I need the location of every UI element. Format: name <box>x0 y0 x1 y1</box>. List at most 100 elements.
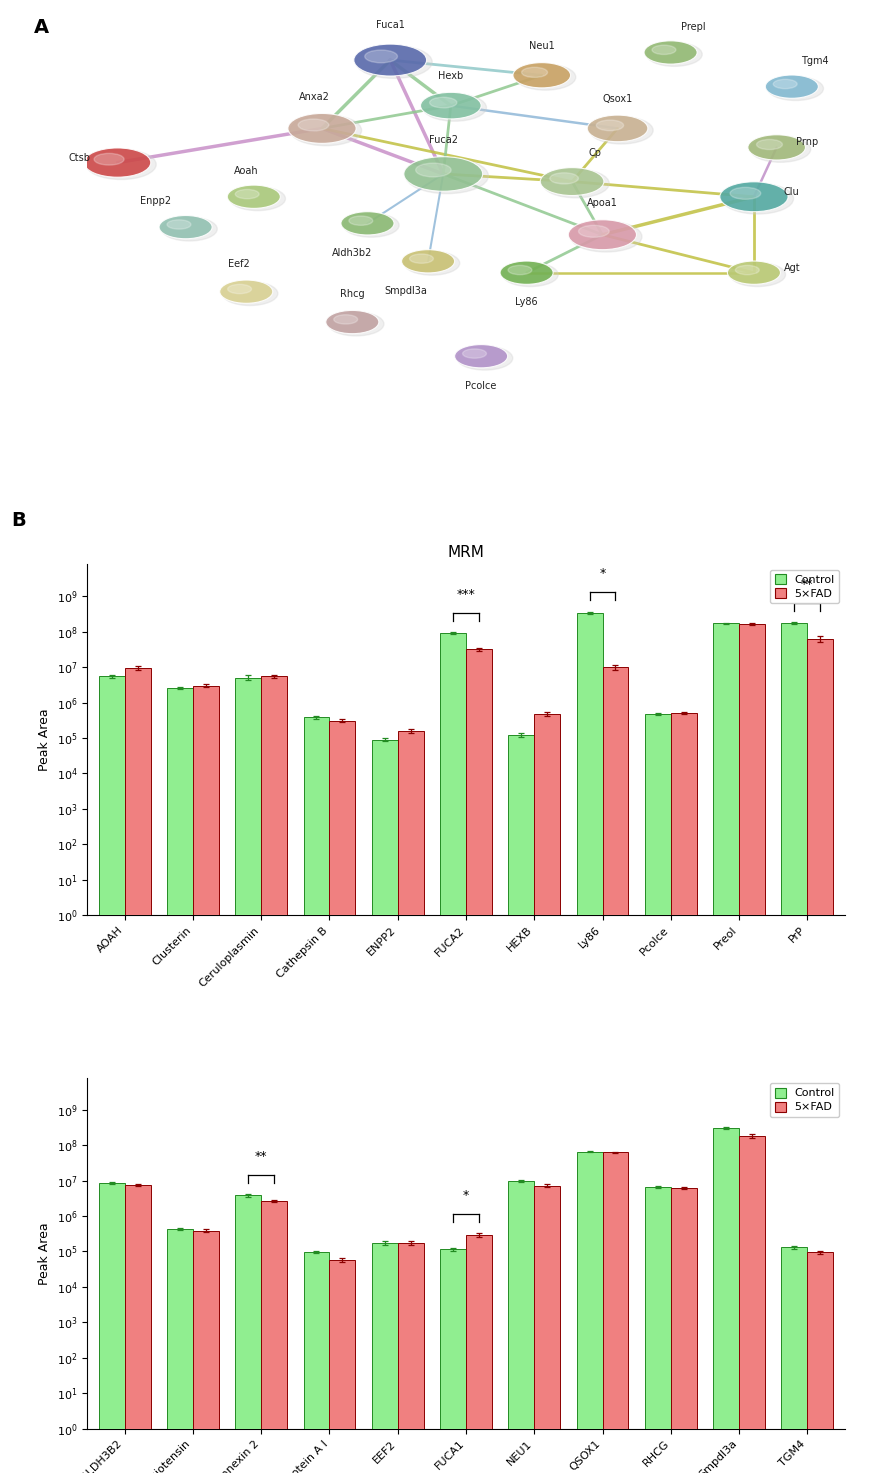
Title: MRM: MRM <box>448 545 484 560</box>
Bar <box>372 739 398 1473</box>
Ellipse shape <box>290 115 361 146</box>
Ellipse shape <box>590 116 653 144</box>
Text: Cp: Cp <box>588 147 601 158</box>
Ellipse shape <box>730 187 760 199</box>
Text: Prepl: Prepl <box>681 22 706 31</box>
Ellipse shape <box>750 137 811 162</box>
Text: Hexb: Hexb <box>438 71 463 81</box>
Bar <box>398 1243 423 1473</box>
Ellipse shape <box>719 181 788 212</box>
Bar <box>713 1128 739 1473</box>
Ellipse shape <box>341 212 394 236</box>
Bar <box>98 1183 125 1473</box>
Ellipse shape <box>406 158 489 193</box>
Text: ***: *** <box>456 588 476 601</box>
Ellipse shape <box>230 187 286 211</box>
Bar <box>509 735 534 1473</box>
Bar <box>603 667 629 1473</box>
Bar <box>372 1243 398 1473</box>
Ellipse shape <box>288 113 356 143</box>
Ellipse shape <box>94 153 124 165</box>
Bar <box>440 1249 466 1473</box>
Ellipse shape <box>773 80 797 88</box>
Legend: Control, 5×FAD: Control, 5×FAD <box>770 1083 840 1117</box>
Ellipse shape <box>500 261 553 284</box>
Ellipse shape <box>334 315 358 324</box>
Text: Qsox1: Qsox1 <box>603 94 632 103</box>
Text: Tgm4: Tgm4 <box>800 56 828 66</box>
Ellipse shape <box>503 262 558 287</box>
Ellipse shape <box>516 65 576 90</box>
Bar <box>167 1228 192 1473</box>
Ellipse shape <box>766 75 819 99</box>
Ellipse shape <box>757 140 782 150</box>
Ellipse shape <box>84 147 151 177</box>
Bar <box>192 1230 219 1473</box>
Text: Neu1: Neu1 <box>529 41 555 52</box>
Bar <box>440 633 466 1473</box>
Ellipse shape <box>354 44 427 77</box>
Text: Fuca2: Fuca2 <box>429 134 458 144</box>
Ellipse shape <box>597 121 624 131</box>
Bar <box>167 688 192 1473</box>
Ellipse shape <box>578 225 609 237</box>
Bar <box>577 1152 603 1473</box>
Text: Aldh3b2: Aldh3b2 <box>332 247 373 258</box>
Text: Anxa2: Anxa2 <box>299 91 330 102</box>
Bar <box>713 623 739 1473</box>
Ellipse shape <box>409 253 434 264</box>
Bar <box>577 613 603 1473</box>
Ellipse shape <box>513 63 571 88</box>
Bar <box>192 685 219 1473</box>
Bar <box>807 639 834 1473</box>
Ellipse shape <box>767 77 823 100</box>
Ellipse shape <box>298 119 329 131</box>
Bar <box>125 1184 151 1473</box>
Bar <box>466 1234 492 1473</box>
Ellipse shape <box>326 311 379 334</box>
Ellipse shape <box>543 169 610 197</box>
Bar <box>235 678 261 1473</box>
Text: Pcolce: Pcolce <box>465 382 496 390</box>
Ellipse shape <box>735 265 760 274</box>
Bar <box>261 676 287 1473</box>
Ellipse shape <box>730 262 786 287</box>
Ellipse shape <box>328 312 384 336</box>
Bar <box>781 623 807 1473</box>
Ellipse shape <box>222 281 278 305</box>
Ellipse shape <box>646 43 702 66</box>
Text: Clu: Clu <box>784 187 800 197</box>
Ellipse shape <box>429 97 457 108</box>
Text: Eef2: Eef2 <box>228 259 249 270</box>
Y-axis label: Peak Area: Peak Area <box>38 1223 51 1284</box>
Ellipse shape <box>227 186 280 208</box>
Ellipse shape <box>652 46 676 55</box>
Ellipse shape <box>235 190 259 199</box>
Ellipse shape <box>356 46 432 78</box>
Ellipse shape <box>727 261 780 284</box>
Ellipse shape <box>365 50 397 63</box>
Text: **: ** <box>255 1150 267 1162</box>
Bar <box>303 1252 329 1473</box>
Ellipse shape <box>167 219 191 230</box>
Ellipse shape <box>404 252 460 275</box>
Legend: Control, 5×FAD: Control, 5×FAD <box>770 570 840 604</box>
Text: Enpp2: Enpp2 <box>139 196 171 206</box>
Ellipse shape <box>722 183 793 214</box>
Bar <box>235 1196 261 1473</box>
Ellipse shape <box>455 345 508 368</box>
Text: Agt: Agt <box>784 262 800 273</box>
Text: Ctsb: Ctsb <box>69 153 91 162</box>
Bar <box>781 1248 807 1473</box>
Y-axis label: Peak Area: Peak Area <box>38 709 51 770</box>
Text: B: B <box>11 511 26 530</box>
Bar <box>509 1180 534 1473</box>
Ellipse shape <box>644 41 697 65</box>
Ellipse shape <box>402 249 455 273</box>
Bar <box>329 1259 355 1473</box>
Ellipse shape <box>349 217 373 225</box>
Bar <box>645 1187 671 1473</box>
Bar <box>398 731 423 1473</box>
Text: Aoah: Aoah <box>234 166 259 175</box>
Text: *: * <box>463 1189 469 1202</box>
